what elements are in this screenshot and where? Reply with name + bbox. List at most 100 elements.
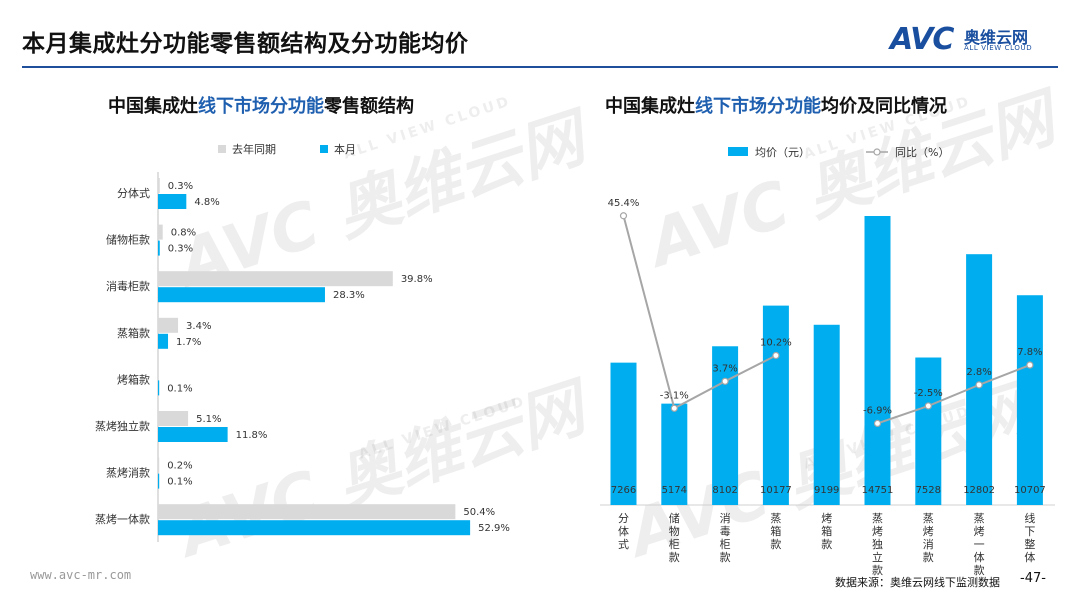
- category-label: 蒸烤独立款: [872, 512, 883, 577]
- bar-this-month: [158, 473, 160, 489]
- category-label: 储物柜款: [106, 233, 150, 247]
- data-label-avg-price: 5174: [662, 485, 687, 496]
- legend-label-last-year: 去年同期: [232, 142, 276, 156]
- bar-avg-price: [864, 216, 891, 505]
- logo-en: ALL VIEW CLOUD: [964, 44, 1033, 52]
- category-label: 分体式: [618, 512, 629, 551]
- bar-this-month: [158, 520, 471, 536]
- data-label-this-month: 28.3%: [333, 290, 365, 301]
- data-label-avg-price: 8102: [712, 485, 737, 496]
- data-label-avg-price: 14751: [862, 485, 894, 496]
- data-label-yoy: -6.9%: [863, 405, 892, 416]
- legend-label-yoy: 同比（%）: [895, 146, 949, 159]
- data-label-avg-price: 7266: [611, 485, 636, 496]
- data-label-this-month: 1.7%: [176, 337, 201, 348]
- data-label-avg-price: 10707: [1014, 485, 1046, 496]
- bar-last-year: [158, 411, 189, 426]
- point-yoy: [975, 381, 983, 389]
- bar-last-year: [158, 504, 456, 520]
- bar-avg-price: [915, 357, 942, 505]
- bar-avg-price: [661, 403, 688, 505]
- legend-swatch-avg-price: [728, 147, 748, 156]
- logo-cn: 奥维云网: [964, 28, 1029, 47]
- avc-logo: AVC 奥维云网 ALL VIEW CLOUD: [890, 22, 1050, 58]
- point-yoy: [670, 404, 678, 412]
- page-title: 本月集成灶分功能零售额结构及分功能均价: [22, 31, 469, 57]
- right-title-part-1: 中国集成灶: [605, 96, 695, 117]
- data-label-last-year: 0.8%: [171, 228, 196, 239]
- data-label-last-year: 39.8%: [401, 274, 433, 285]
- legend-swatch-this-month: [320, 145, 328, 153]
- category-label: 蒸烤消款: [923, 512, 934, 564]
- data-label-this-month: 11.8%: [236, 430, 268, 441]
- category-label: 蒸烤消款: [106, 466, 150, 480]
- legend-label-this-month: 本月: [334, 142, 356, 156]
- data-label-last-year: 0.3%: [168, 181, 193, 192]
- data-label-yoy: -3.1%: [660, 390, 689, 401]
- point-yoy: [721, 377, 729, 385]
- bar-avg-price: [966, 254, 993, 505]
- bar-last-year: [158, 271, 393, 287]
- bar-last-year: [158, 224, 163, 240]
- data-label-yoy: 3.7%: [712, 363, 737, 374]
- data-label-this-month: 4.8%: [194, 197, 219, 208]
- left-bar-chart: 去年同期 本月分体式0.3%4.8%储物柜款0.8%0.3%消毒柜款39.8%28…: [95, 142, 510, 542]
- data-label-this-month: 52.9%: [478, 523, 510, 534]
- data-label-avg-price: 9199: [814, 485, 839, 496]
- data-label-yoy: 45.4%: [608, 198, 640, 209]
- logo-mark: AVC: [890, 22, 954, 57]
- point-yoy: [1026, 361, 1034, 369]
- bar-last-year: [158, 457, 160, 473]
- left-chart-title: 中国集成灶线下市场分功能零售额结构: [108, 92, 414, 118]
- bar-avg-price: [1016, 295, 1043, 505]
- category-label: 消毒柜款: [720, 511, 731, 564]
- data-label-yoy: 10.2%: [760, 338, 792, 349]
- right-title-part-2: 线下市场分功能: [695, 96, 821, 117]
- bar-this-month: [158, 240, 160, 256]
- bar-avg-price: [762, 305, 789, 505]
- legend-swatch-last-year: [218, 145, 226, 153]
- data-label-last-year: 5.1%: [196, 414, 221, 425]
- data-label-yoy: 2.8%: [966, 367, 991, 378]
- data-label-avg-price: 10177: [760, 485, 792, 496]
- data-label-avg-price: 12802: [963, 485, 995, 496]
- category-label: 蒸烤独立款: [95, 419, 150, 433]
- category-label: 储物柜款: [669, 511, 680, 564]
- category-label: 线下整体: [1024, 511, 1035, 564]
- point-yoy: [924, 402, 932, 410]
- category-label: 分体式: [117, 186, 150, 200]
- bar-avg-price: [610, 362, 637, 505]
- data-label-this-month: 0.3%: [168, 244, 193, 255]
- data-label-yoy: 7.8%: [1017, 347, 1042, 358]
- page-number: -47-: [1020, 571, 1046, 586]
- bar-avg-price: [813, 324, 840, 505]
- point-yoy: [619, 212, 628, 220]
- left-title-part-2: 线下市场分功能: [198, 96, 324, 117]
- bar-last-year: [158, 178, 160, 193]
- point-yoy: [772, 351, 780, 360]
- point-yoy: [873, 419, 882, 427]
- left-title-part-1: 中国集成灶: [108, 96, 198, 117]
- right-chart-title: 中国集成灶线下市场分功能均价及同比情况: [605, 92, 947, 118]
- bar-last-year: [158, 317, 179, 333]
- data-label-yoy: -2.5%: [914, 388, 943, 399]
- legend-label-avg-price: 均价（元）: [755, 146, 810, 159]
- series-line-yoy: [877, 364, 1031, 425]
- bar-this-month: [158, 287, 325, 303]
- category-label: 蒸箱款: [770, 512, 781, 551]
- bar-this-month: [158, 380, 160, 396]
- left-title-part-3: 零售额结构: [324, 96, 414, 117]
- header-divider: [22, 66, 1058, 68]
- bar-this-month: [158, 427, 228, 442]
- data-label-avg-price: 7528: [916, 485, 941, 496]
- data-label-this-month: 0.1%: [167, 477, 192, 488]
- data-label-last-year: 3.4%: [186, 321, 211, 332]
- legend-marker-yoy: [873, 148, 881, 156]
- bar-this-month: [158, 333, 169, 349]
- category-label: 蒸烤一体款: [974, 512, 985, 577]
- category-label: 消毒柜款: [106, 279, 150, 293]
- category-label: 烤箱款: [117, 372, 150, 386]
- footer-source: 数据来源：奥维云网线下监测数据: [835, 576, 1000, 589]
- category-label: 蒸烤一体款: [95, 512, 150, 526]
